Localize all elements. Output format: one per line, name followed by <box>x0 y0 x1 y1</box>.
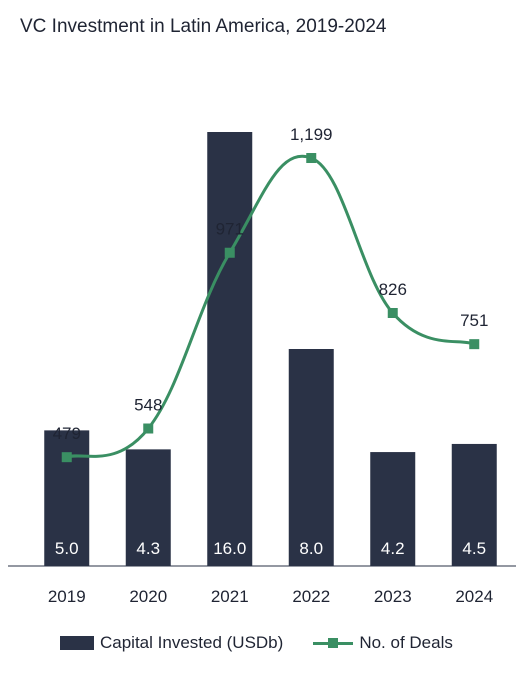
chart-title: VC Investment in Latin America, 2019-202… <box>20 16 387 37</box>
deal-point-2022 <box>306 153 317 164</box>
x-tick-2020: 2020 <box>129 587 167 606</box>
x-tick-2022: 2022 <box>292 587 330 606</box>
x-tick-2021: 2021 <box>211 587 249 606</box>
deal-point-2024 <box>469 339 480 350</box>
legend-line-swatch <box>313 636 354 650</box>
bar-label-2022: 8.0 <box>299 539 323 558</box>
deal-point-2023 <box>387 307 398 318</box>
legend-bar-swatch <box>60 636 94 650</box>
bar-2023 <box>370 452 416 566</box>
deal-point-2021 <box>224 247 235 258</box>
bar-label-2020: 4.3 <box>136 539 160 558</box>
bar-2021 <box>207 132 253 566</box>
deal-point-2019 <box>61 452 72 463</box>
legend: Capital Invested (USDb) No. of Deals <box>60 633 453 653</box>
deal-label-2020: 548 <box>134 396 162 415</box>
bar-2024 <box>451 443 497 566</box>
deals-line <box>66 154 475 459</box>
bar-2020 <box>125 449 171 566</box>
deal-label-2023: 826 <box>379 280 407 299</box>
x-tick-2023: 2023 <box>374 587 412 606</box>
bar-label-2023: 4.2 <box>381 539 405 558</box>
bar-label-2021: 16.0 <box>213 539 246 558</box>
bar-2022 <box>288 349 334 566</box>
bar-label-2024: 4.5 <box>462 539 486 558</box>
legend-line-label: No. of Deals <box>359 633 453 652</box>
legend-bar-label: Capital Invested (USDb) <box>100 633 284 652</box>
x-tick-2019: 2019 <box>48 587 86 606</box>
bar-label-2019: 5.0 <box>55 539 79 558</box>
deal-label-2024: 751 <box>460 311 488 330</box>
x-tick-2024: 2024 <box>455 587 493 606</box>
deal-label-2022: 1,199 <box>290 125 333 144</box>
deal-label-2021: 971 <box>216 220 244 239</box>
deal-point-2020 <box>143 423 154 434</box>
deal-label-2019: 479 <box>53 424 81 443</box>
